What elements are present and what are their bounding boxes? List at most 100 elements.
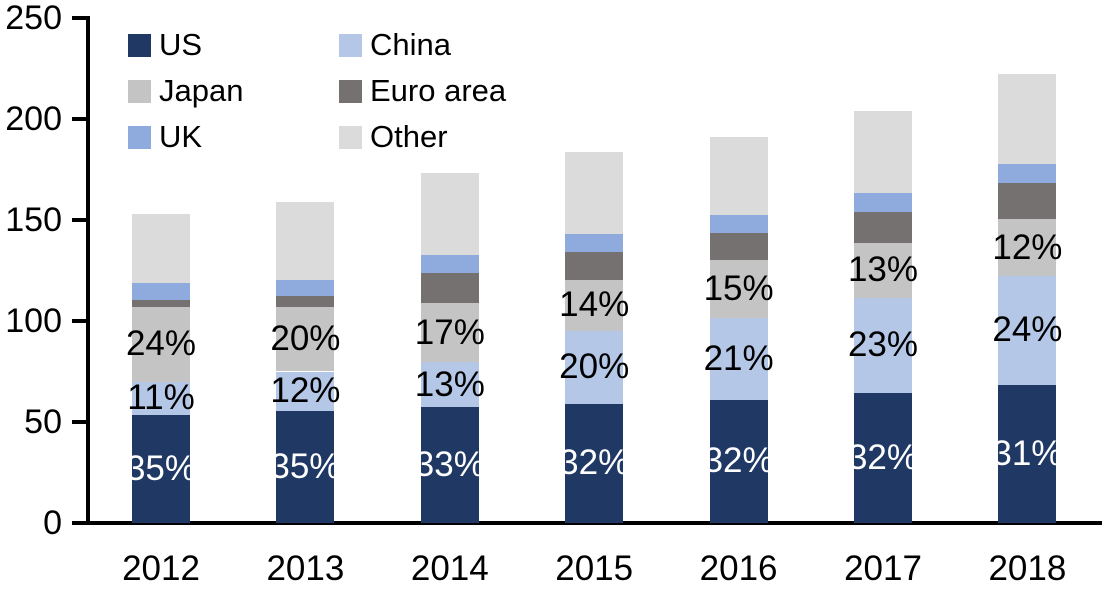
legend-label-china: China xyxy=(370,27,451,62)
segment-japan-2012 xyxy=(132,306,190,382)
chart-legend: US China Japan Euro area UK Other xyxy=(128,22,506,160)
segment-japan-2014 xyxy=(420,302,479,363)
segment-us-2015 xyxy=(565,403,624,523)
segment-japan-2017 xyxy=(854,242,912,298)
legend-swatch-japan xyxy=(128,79,151,103)
segment-us-2016 xyxy=(709,399,768,523)
segment-label-china-2012: 11% xyxy=(127,378,195,418)
segment-label-japan-2017: 13% xyxy=(847,250,919,290)
segment-china-2016 xyxy=(709,317,768,400)
segment-label-china-2013: 12% xyxy=(270,371,341,411)
y-tick-label-50: 50 xyxy=(24,403,62,441)
y-tick-label-200: 200 xyxy=(5,100,62,138)
segment-china-2013 xyxy=(276,371,335,411)
segment-euro-area-2013 xyxy=(276,296,335,307)
legend-swatch-euro-area xyxy=(339,79,362,103)
segment-us-2014 xyxy=(420,406,479,523)
segment-china-2015 xyxy=(565,331,624,404)
y-tick-200 xyxy=(72,117,86,121)
x-axis-label-2013: 2013 xyxy=(266,549,345,588)
segment-other-2014 xyxy=(420,172,479,256)
x-axis-label-2015: 2015 xyxy=(555,549,634,588)
segment-other-2013 xyxy=(276,201,335,281)
legend-label-japan: Japan xyxy=(159,73,244,108)
y-tick-label-250: 250 xyxy=(5,0,62,37)
segment-china-2012 xyxy=(132,381,190,415)
segment-label-china-2015: 20% xyxy=(559,347,630,387)
legend-label-other: Other xyxy=(370,119,448,154)
segment-uk-2014 xyxy=(420,255,479,273)
segment-uk-2015 xyxy=(565,234,624,253)
segment-other-2017 xyxy=(854,110,912,194)
segment-label-japan-2012: 24% xyxy=(125,324,197,364)
legend-label-euro-area: Euro area xyxy=(370,73,507,108)
segment-euro-area-2016 xyxy=(709,232,768,261)
segment-us-2017 xyxy=(854,392,912,523)
legend-label-uk: UK xyxy=(159,119,203,154)
y-tick-label-150: 150 xyxy=(5,201,62,239)
segment-label-us-2016: 32% xyxy=(703,441,774,481)
segment-other-2016 xyxy=(709,137,768,216)
segment-china-2018 xyxy=(998,276,1057,385)
segment-label-china-2018: 24% xyxy=(992,310,1063,350)
segment-label-japan-2016: 15% xyxy=(703,269,774,309)
y-tick-50 xyxy=(72,420,86,424)
legend-item-china: China xyxy=(339,28,506,62)
segment-uk-2017 xyxy=(854,193,912,212)
segment-euro-area-2015 xyxy=(565,252,624,280)
segment-label-us-2017: 32% xyxy=(847,437,919,477)
y-axis-line xyxy=(86,16,90,525)
segment-other-2012 xyxy=(132,213,190,284)
legend-swatch-other xyxy=(339,125,362,149)
segment-china-2017 xyxy=(854,297,912,393)
segment-japan-2016 xyxy=(709,260,768,318)
segment-label-us-2015: 32% xyxy=(559,443,630,483)
segment-label-japan-2015: 14% xyxy=(559,285,630,325)
x-axis-label-2017: 2017 xyxy=(844,549,922,588)
segment-uk-2013 xyxy=(276,280,335,297)
segment-label-japan-2013: 20% xyxy=(270,319,341,359)
y-tick-250 xyxy=(72,16,86,20)
legend-item-euro-area: Euro area xyxy=(339,74,506,108)
segment-label-us-2013: 35% xyxy=(270,446,341,486)
segment-us-2013 xyxy=(276,410,335,523)
segment-uk-2012 xyxy=(132,283,190,300)
y-tick-100 xyxy=(72,319,86,323)
segment-japan-2015 xyxy=(565,279,624,332)
segment-label-us-2018: 31% xyxy=(992,433,1063,473)
x-axis-label-2012: 2012 xyxy=(122,549,200,588)
segment-label-china-2016: 21% xyxy=(703,338,774,378)
segment-label-japan-2014: 17% xyxy=(414,312,485,352)
segment-label-japan-2018: 12% xyxy=(992,227,1063,267)
legend-item-japan: Japan xyxy=(128,74,339,108)
segment-euro-area-2014 xyxy=(420,272,479,303)
segment-uk-2016 xyxy=(709,215,768,233)
segment-euro-area-2018 xyxy=(998,182,1057,220)
legend-swatch-uk xyxy=(128,125,151,149)
legend-label-us: US xyxy=(159,27,203,62)
segment-label-us-2012: 35% xyxy=(125,448,197,488)
x-axis-label-2018: 2018 xyxy=(988,549,1067,588)
x-axis-label-2016: 2016 xyxy=(699,549,778,588)
legend-swatch-us xyxy=(128,33,151,57)
segment-japan-2013 xyxy=(276,306,335,372)
segment-other-2018 xyxy=(998,73,1057,165)
y-tick-label-100: 100 xyxy=(5,302,62,340)
y-tick-150 xyxy=(72,218,86,222)
segment-label-us-2014: 33% xyxy=(414,444,485,484)
segment-euro-area-2012 xyxy=(132,299,190,307)
segment-label-china-2017: 23% xyxy=(847,325,919,365)
segment-china-2014 xyxy=(420,362,479,407)
segment-other-2015 xyxy=(565,152,624,235)
segment-uk-2018 xyxy=(998,164,1057,183)
legend-item-uk: UK xyxy=(128,120,339,154)
segment-japan-2018 xyxy=(998,219,1057,277)
segment-label-china-2014: 13% xyxy=(414,364,485,404)
legend-item-us: US xyxy=(128,28,339,62)
x-axis-line xyxy=(86,521,1102,525)
y-tick-0 xyxy=(72,521,86,525)
segment-us-2012 xyxy=(132,414,190,523)
legend-item-other: Other xyxy=(339,120,506,154)
y-tick-label-0: 0 xyxy=(43,504,62,542)
